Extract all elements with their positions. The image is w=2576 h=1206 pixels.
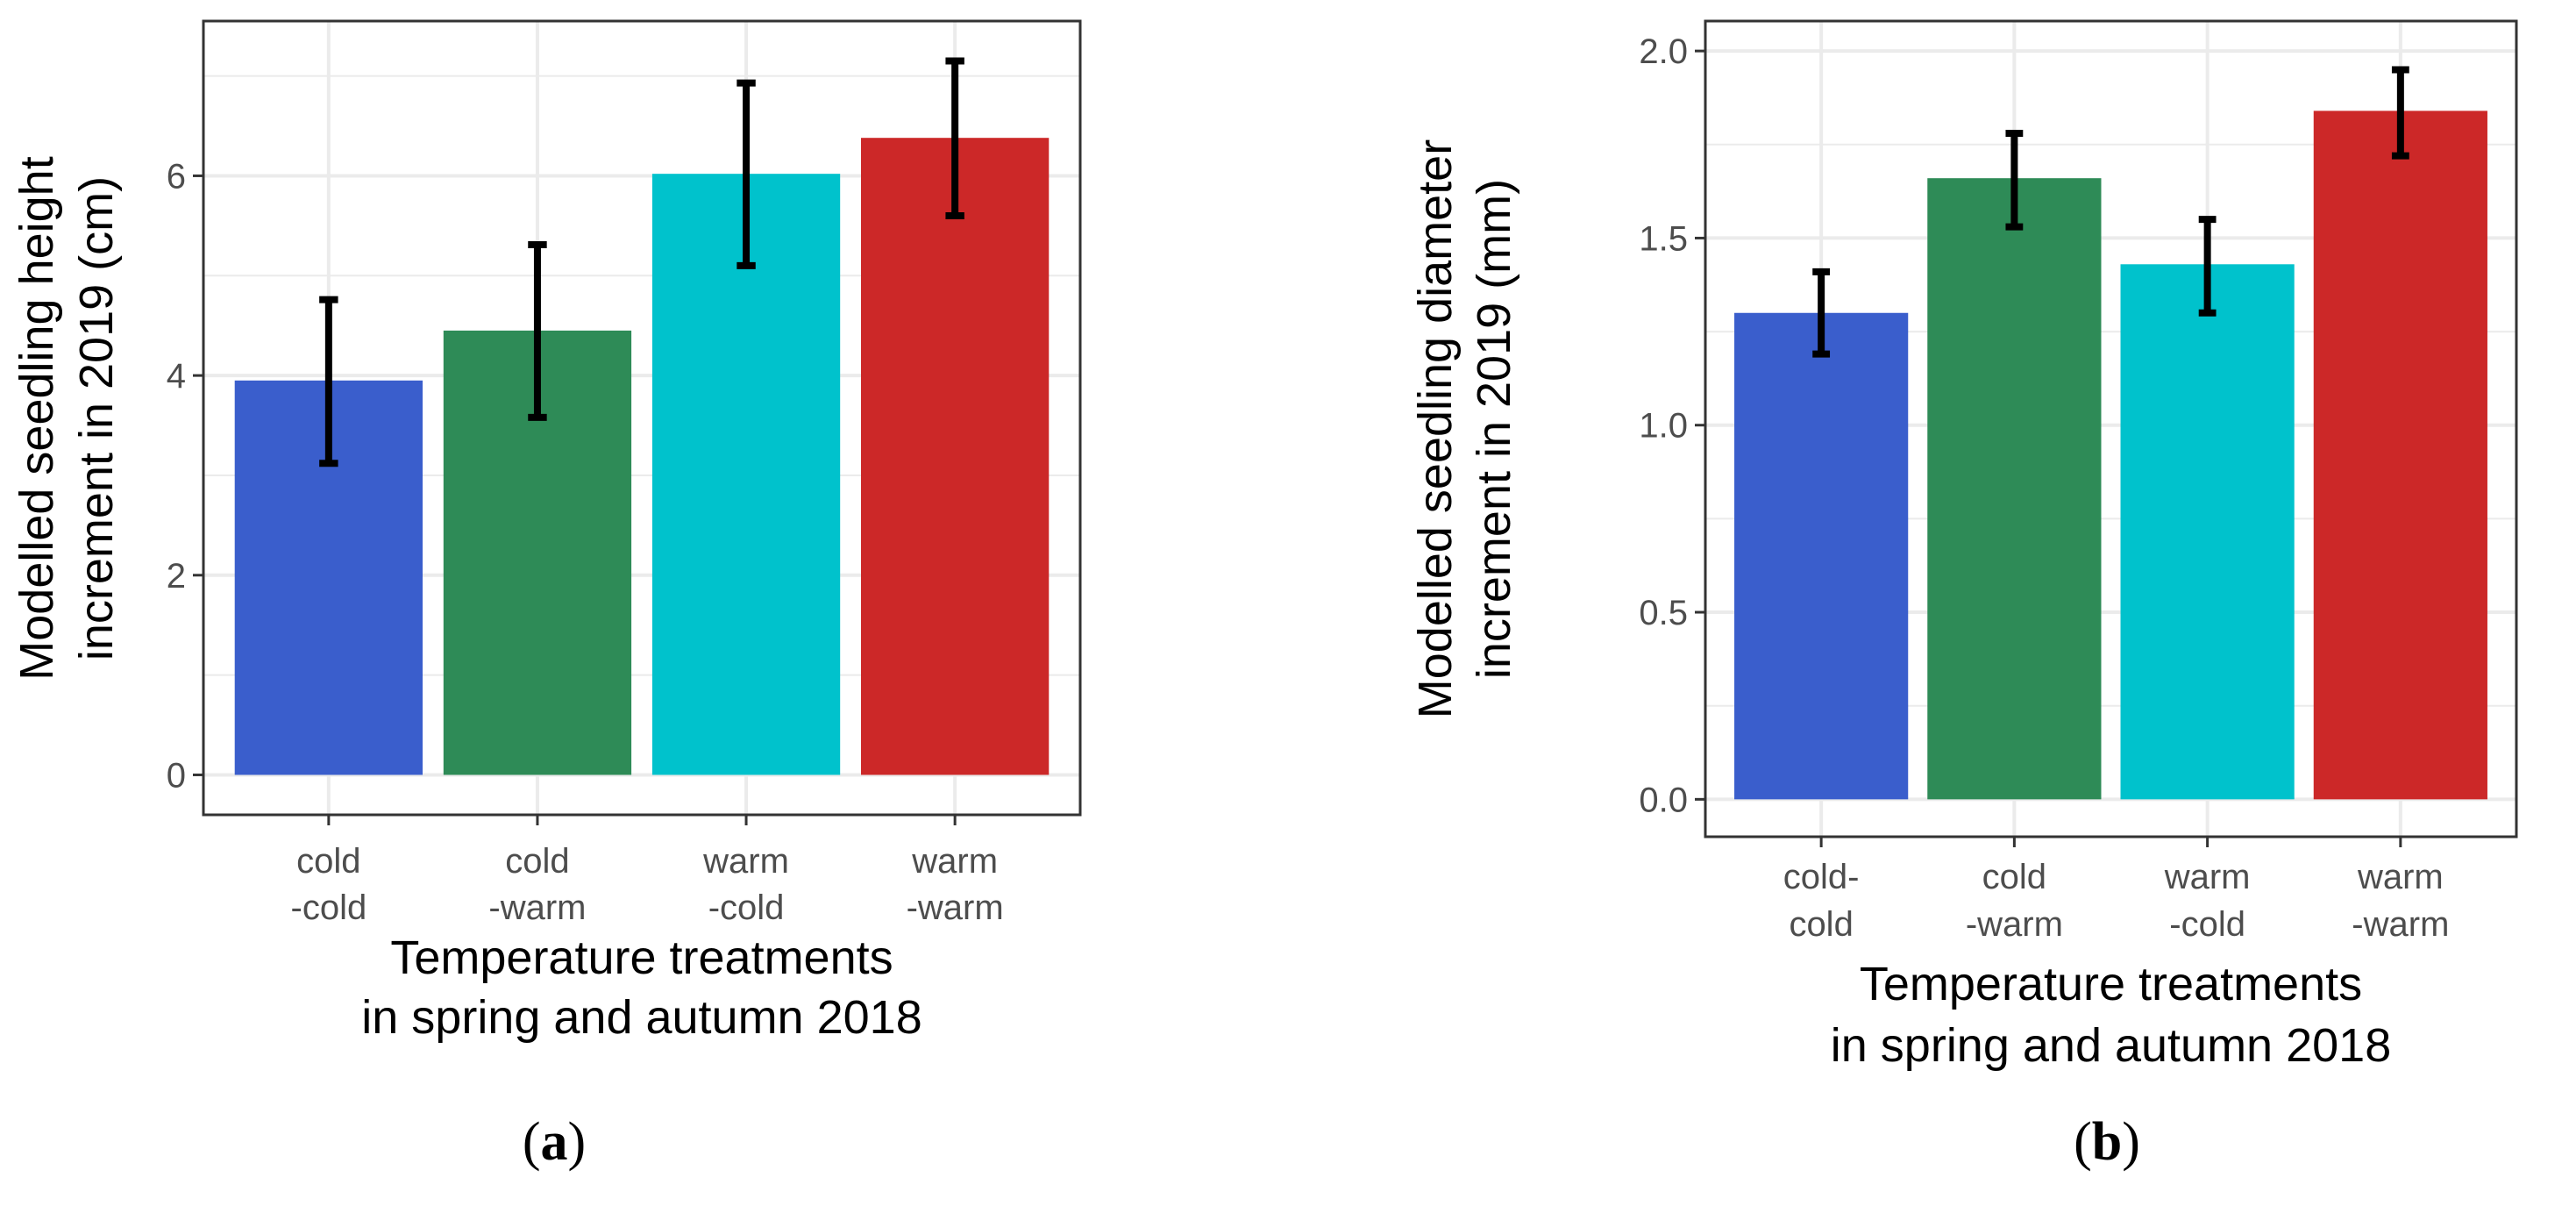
y-tick-label: 0.5	[1639, 594, 1688, 632]
y-tick-label: 1.0	[1639, 407, 1688, 446]
y-axis-title: increment in 2019 (mm)	[1468, 179, 1520, 679]
y-tick-label: 4	[167, 357, 186, 396]
x-tick-label: cold-	[1783, 858, 1860, 896]
x-tick-label: warm	[702, 842, 789, 881]
panel-border	[1704, 19, 2518, 838]
bar-cold-cold	[1734, 312, 1909, 800]
x-tick-label: -cold	[291, 888, 367, 927]
bar-cold-warm	[1927, 178, 2102, 800]
panel-label: (b)	[2074, 1112, 2140, 1172]
panel-label-open: (	[2074, 1112, 2092, 1172]
y-tick-label: 2.0	[1639, 32, 1688, 71]
x-tick-label: -warm	[488, 888, 586, 927]
y-tick-label: 0.0	[1639, 781, 1688, 819]
y-axis-title: Modelled seedling height	[11, 156, 63, 680]
panel-label-close: )	[568, 1112, 587, 1172]
x-tick-label: -cold	[2169, 905, 2245, 944]
x-axis-title: Temperature treatments	[390, 931, 893, 984]
x-tick-label: cold	[505, 842, 569, 881]
bar-warm-cold	[2120, 264, 2295, 800]
bar-warm-warm	[2313, 111, 2487, 800]
panel-border	[202, 19, 1082, 817]
panel-label-letter: b	[2092, 1112, 2122, 1172]
x-axis-title: Temperature treatments	[1860, 958, 2362, 1010]
x-tick-label: -warm	[907, 888, 1004, 927]
panel-a-chart: 0 2 4 6 cold -cold cold -warm warm -cold warm -warm…	[11, 19, 1082, 1172]
x-tick-label: warm	[911, 842, 998, 881]
x-tick-label: -cold	[708, 888, 785, 927]
x-tick-label: -warm	[1966, 905, 2063, 944]
panel-label-letter: a	[541, 1112, 568, 1172]
x-tick-label: warm	[2357, 858, 2444, 896]
panel-label-close: )	[2122, 1112, 2140, 1172]
x-axis-title: in spring and autumn 2018	[361, 991, 922, 1044]
y-tick-label: 2	[167, 557, 186, 596]
x-axis-title: in spring and autumn 2018	[1831, 1019, 2391, 1072]
y-axis-title: Modelled seedling diameter	[1409, 139, 1462, 718]
panel-label-open: (	[523, 1112, 541, 1172]
y-tick-label: 6	[167, 157, 186, 196]
x-tick-label: -warm	[2352, 905, 2449, 944]
x-tick-label: cold	[296, 842, 360, 881]
x-tick-label: cold	[1982, 858, 2046, 896]
x-tick-label: cold	[1789, 905, 1853, 944]
bar-warm-warm	[861, 138, 1050, 775]
y-tick-label: 1.5	[1639, 219, 1688, 258]
x-tick-label: warm	[2164, 858, 2251, 896]
panel-b-chart: 0.0 0.5 1.0 1.5 2.0 cold-cold cold -warm warm -co…	[1409, 19, 2518, 1172]
y-tick-label: 0	[167, 756, 186, 795]
bar-warm-cold	[651, 174, 841, 775]
y-axis-title: increment in 2019 (cm)	[70, 176, 123, 660]
panel-label: (a)	[523, 1112, 586, 1172]
